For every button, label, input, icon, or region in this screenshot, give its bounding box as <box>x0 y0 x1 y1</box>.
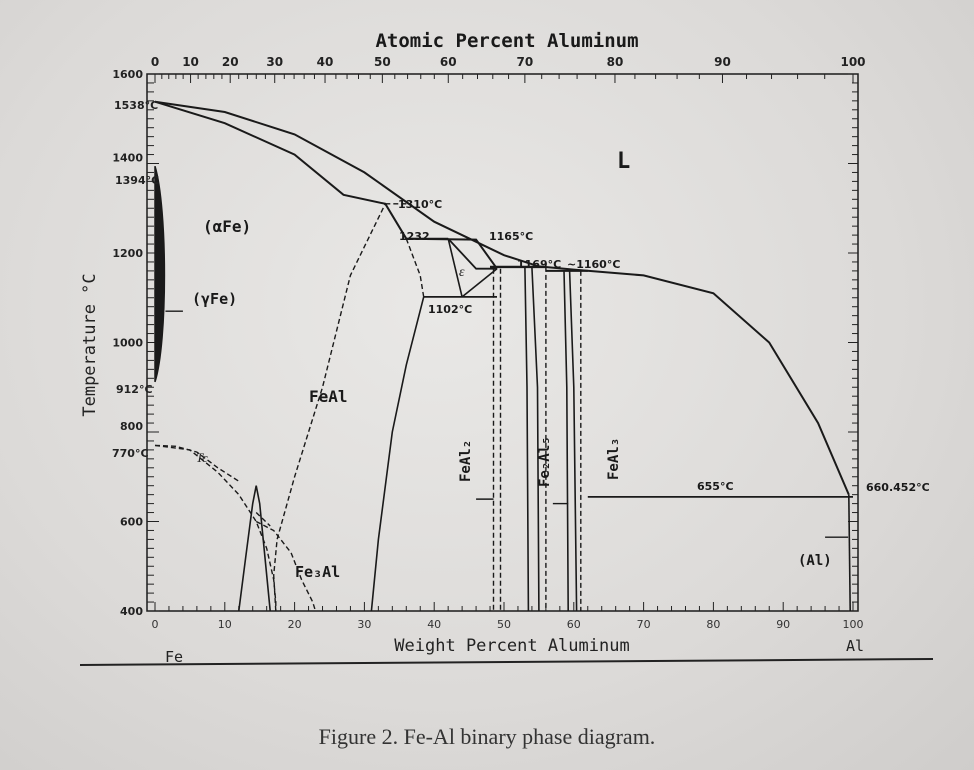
axis-ticks <box>147 73 858 612</box>
annotation-1232: 1232 <box>399 230 430 243</box>
temp-label-912: 912°C <box>116 383 153 396</box>
annotation-1169: 1169°C <box>517 258 561 271</box>
region-feal: FeAl <box>309 387 348 406</box>
bottom-tick-label: 80 <box>706 618 720 631</box>
plot-frame <box>146 73 859 612</box>
left-tick-label: 800 <box>120 420 143 433</box>
annotation-655: 655°C <box>697 480 734 493</box>
top-tick-label: 90 <box>714 55 731 69</box>
feal-order-boundary <box>272 203 386 612</box>
region-alpha-fe: (αFe) <box>203 217 251 236</box>
gamma-loop <box>154 165 166 383</box>
element-al-label: Al <box>846 637 864 655</box>
top-tick-label: 50 <box>374 55 391 69</box>
element-fe-label: Fe <box>165 648 183 666</box>
region-fe3al: Fe₃Al <box>295 563 340 581</box>
temp-label-1538: 1538°C <box>114 99 158 112</box>
top-tick-label: 60 <box>440 55 457 69</box>
bottom-tick-label: 30 <box>357 618 371 631</box>
feal3-right <box>568 270 578 612</box>
bottom-axis-title: Weight Percent Aluminum <box>394 636 629 656</box>
region-liquid: L <box>617 149 630 174</box>
fe3al-left-boundary <box>154 444 277 611</box>
top-axis-title: Atomic Percent Aluminum <box>375 30 638 52</box>
temp-label-770: 770°C <box>112 447 149 460</box>
bottom-tick-label: 50 <box>497 618 511 631</box>
compound-fe2al5: Fe₂Al₅ <box>537 436 553 487</box>
compound-feal3: FeAl₃ <box>606 438 622 480</box>
left-tick-label: 1400 <box>112 152 143 165</box>
bottom-tick-label: 70 <box>637 618 651 631</box>
al-solvus <box>848 494 851 612</box>
bottom-tick-label: 90 <box>776 618 790 631</box>
bottom-tick-label: 60 <box>567 618 581 631</box>
bottom-tick-label: 100 <box>843 618 864 631</box>
bottom-tick-label: 20 <box>288 618 302 631</box>
temp-label-1394: 1394°C <box>115 174 159 187</box>
left-tick-label: 1000 <box>112 337 143 350</box>
annotation-660: 660.452°C <box>866 481 930 494</box>
fe3al-two-phase <box>238 485 271 612</box>
bottom-tick-label: 10 <box>218 618 232 631</box>
feal3-left <box>563 270 569 612</box>
curie-temperature-label: Tc <box>196 450 208 465</box>
left-axis-title: Temperature °C <box>80 273 100 416</box>
phase-boundaries <box>154 100 853 612</box>
top-tick-label: 0 <box>151 55 159 69</box>
top-tick-label: 40 <box>317 55 334 69</box>
figure-rule <box>79 658 934 666</box>
epsilon-lower <box>461 268 498 298</box>
left-tick-label: 400 <box>120 605 143 618</box>
figure-caption: Figure 2. Fe-Al binary phase diagram. <box>318 724 656 749</box>
annotation-1310: 1310°C <box>398 198 442 211</box>
top-tick-label: 20 <box>222 55 239 69</box>
epsilon-left <box>447 238 463 298</box>
left-tick-label: 600 <box>120 516 143 529</box>
fe2al5-left <box>524 266 530 612</box>
top-tick-label: 30 <box>266 55 283 69</box>
top-tick-label: 10 <box>182 55 199 69</box>
series-liquidus <box>154 100 850 495</box>
epsilon-right <box>447 238 497 270</box>
annotation-1102: 1102°C <box>428 303 472 316</box>
tick-labels: 0 10 20 30 40 50 60 70 80 90 1000 10 20 30 40 50 60 70 80 9… <box>112 55 865 631</box>
feal-right-boundary <box>370 296 425 612</box>
region-al: (Al) <box>798 553 832 569</box>
region-gamma-fe: (γFe) <box>192 290 237 308</box>
curie-line <box>154 444 240 482</box>
compound-feal2: FeAl₂ <box>458 440 474 482</box>
fe3al-mid-dash <box>255 511 271 527</box>
top-tick-label: 80 <box>607 55 624 69</box>
fe2al5-right <box>531 266 540 612</box>
annotation-1160: ~1160°C <box>567 258 620 271</box>
series-solidus <box>154 100 498 270</box>
fe3al-right-boundary <box>255 520 317 612</box>
top-tick-label: 70 <box>517 55 534 69</box>
left-tick-label: 1600 <box>112 68 143 81</box>
bottom-tick-label: 0 <box>152 618 159 631</box>
top-tick-label: 100 <box>840 55 865 69</box>
feal-upper-dash <box>405 238 425 298</box>
bottom-tick-label: 40 <box>427 618 441 631</box>
annotation-1165: 1165°C <box>489 230 533 243</box>
left-tick-label: 1200 <box>112 247 143 260</box>
region-epsilon: ε <box>459 265 465 280</box>
